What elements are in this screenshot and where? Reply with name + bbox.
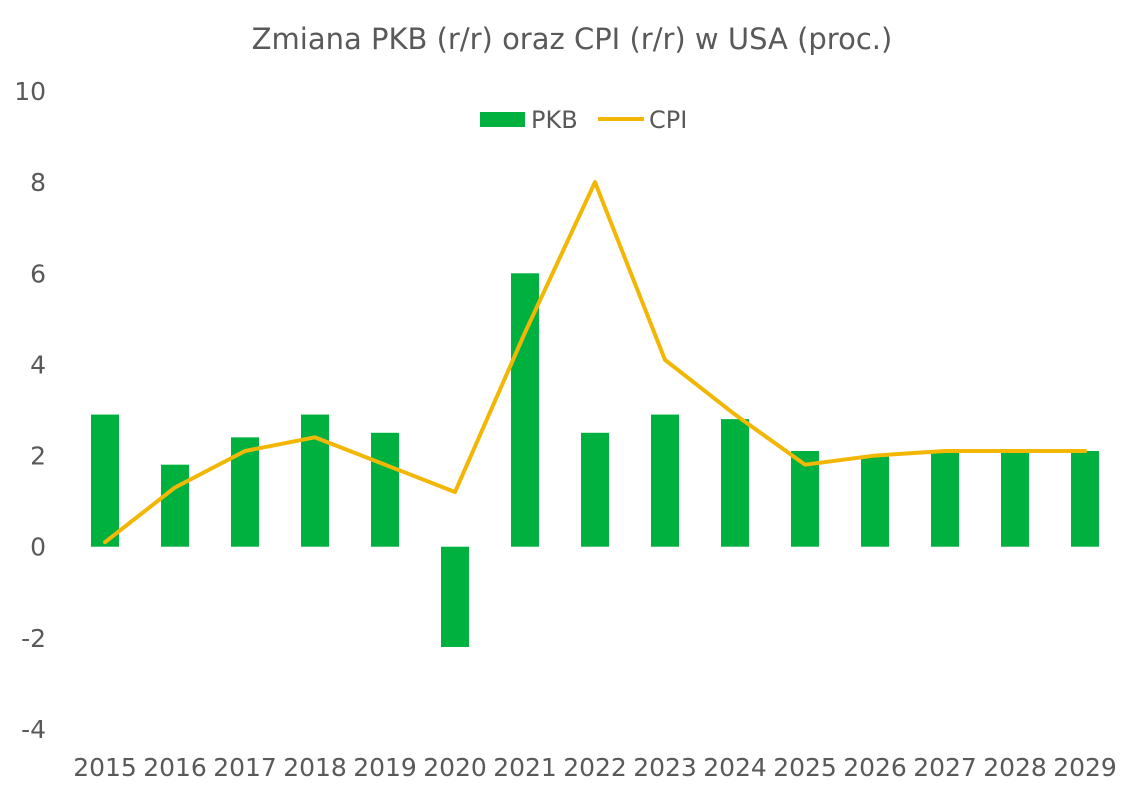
y-tick-label: 4 bbox=[30, 350, 46, 379]
x-tick-label: 2024 bbox=[703, 753, 767, 782]
x-tick-label: 2025 bbox=[773, 753, 837, 782]
cpi-point bbox=[804, 464, 806, 466]
pkb-bar bbox=[791, 451, 819, 547]
pkb-bar bbox=[511, 273, 539, 547]
y-tick-label: 10 bbox=[14, 77, 46, 106]
pkb-bar bbox=[371, 432, 399, 547]
pkb-bar bbox=[1001, 451, 1029, 547]
cpi-point bbox=[384, 464, 386, 466]
pkb-bar bbox=[581, 432, 609, 547]
cpi-point bbox=[104, 541, 106, 543]
x-tick-label: 2017 bbox=[213, 753, 277, 782]
y-tick-label: 6 bbox=[30, 259, 46, 288]
cpi-point bbox=[664, 359, 666, 361]
pkb-bar bbox=[91, 414, 119, 547]
x-tick-label: 2016 bbox=[143, 753, 207, 782]
cpi-point bbox=[734, 414, 736, 416]
legend-pkb-swatch bbox=[480, 112, 525, 127]
pkb-bar bbox=[441, 546, 469, 647]
legend-pkb-label: PKB bbox=[531, 106, 578, 134]
x-tick-label: 2028 bbox=[983, 753, 1047, 782]
pkb-bar bbox=[721, 419, 749, 547]
x-tick-label: 2020 bbox=[423, 753, 487, 782]
cpi-point bbox=[244, 450, 246, 452]
y-axis: 10 8 6 4 2 0 -2 -4 bbox=[14, 77, 46, 744]
x-axis: 2015 2016 2017 2018 2019 2020 2021 2022 2023 2024… bbox=[73, 753, 1117, 782]
x-tick-label: 2027 bbox=[913, 753, 977, 782]
pkb-bar bbox=[301, 414, 329, 547]
x-tick-label: 2026 bbox=[843, 753, 907, 782]
cpi-line-layer bbox=[103, 180, 1087, 545]
y-tick-label: -2 bbox=[21, 624, 46, 653]
cpi-point bbox=[1084, 450, 1086, 452]
pkb-bar bbox=[651, 414, 679, 547]
cpi-point bbox=[174, 486, 176, 488]
y-tick-label: -4 bbox=[21, 715, 46, 744]
x-tick-label: 2018 bbox=[283, 753, 347, 782]
x-tick-label: 2021 bbox=[493, 753, 557, 782]
pkb-bars bbox=[91, 273, 1099, 647]
pkb-bar bbox=[231, 437, 259, 547]
pkb-bar bbox=[161, 464, 189, 547]
x-tick-label: 2015 bbox=[73, 753, 137, 782]
cpi-point bbox=[454, 491, 456, 493]
x-tick-label: 2023 bbox=[633, 753, 697, 782]
cpi-point bbox=[594, 181, 596, 183]
cpi-point bbox=[874, 455, 876, 457]
cpi-point bbox=[314, 436, 316, 438]
pkb-bar bbox=[931, 451, 959, 547]
y-tick-label: 2 bbox=[30, 442, 46, 471]
x-tick-label: 2022 bbox=[563, 753, 627, 782]
cpi-point bbox=[1014, 450, 1016, 452]
x-tick-label: 2019 bbox=[353, 753, 417, 782]
chart-title: Zmiana PKB (r/r) oraz CPI (r/r) w USA (p… bbox=[252, 22, 893, 56]
pkb-bar bbox=[1071, 451, 1099, 547]
x-tick-label: 2029 bbox=[1053, 753, 1117, 782]
legend: PKB CPI bbox=[480, 106, 687, 134]
pkb-bar bbox=[861, 455, 889, 547]
cpi-point bbox=[944, 450, 946, 452]
cpi-point bbox=[524, 332, 526, 334]
legend-cpi-label: CPI bbox=[649, 106, 687, 134]
y-tick-label: 8 bbox=[30, 168, 46, 197]
y-tick-label: 0 bbox=[30, 533, 46, 562]
